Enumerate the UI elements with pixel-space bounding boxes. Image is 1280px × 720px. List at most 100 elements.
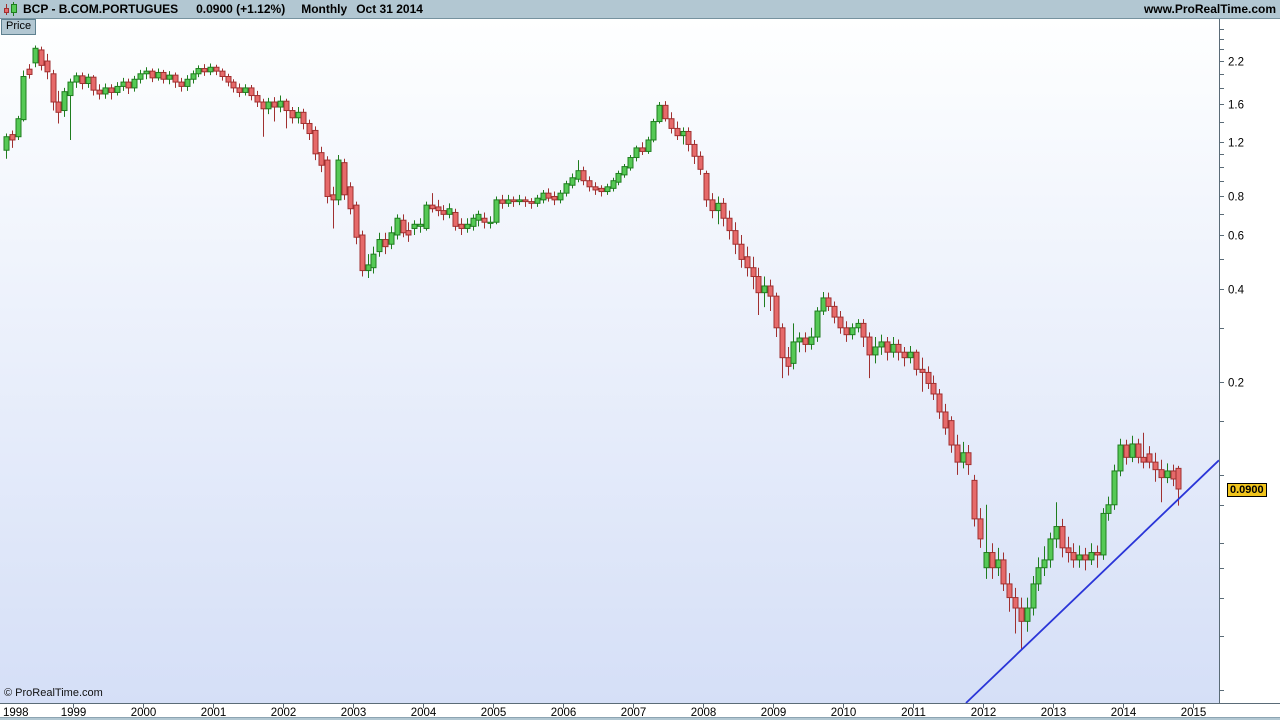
candle-body [1088, 552, 1095, 561]
candle-body [15, 118, 22, 138]
candle-body [394, 217, 401, 236]
x-year-label: 2005 [481, 707, 507, 719]
candle-body [557, 192, 564, 201]
y-tick-label: 1.2 [1228, 138, 1244, 150]
candles-layer [3, 45, 1182, 651]
candle-body [709, 199, 716, 212]
candle-body [172, 74, 179, 83]
x-year-label: 2010 [831, 707, 857, 719]
x-year-label: 2015 [1181, 707, 1207, 719]
candle-body [26, 68, 33, 75]
candle-body [300, 111, 307, 124]
candle-body [715, 202, 722, 212]
candle-body [55, 101, 62, 113]
candle-body [295, 111, 302, 119]
candle-body [860, 322, 867, 338]
candle-body [260, 101, 267, 110]
candle-body [271, 101, 278, 108]
candle-body [160, 71, 167, 80]
candle-body [633, 147, 640, 159]
candle-body [277, 100, 284, 108]
x-year-label: 2013 [1041, 707, 1067, 719]
candle-body [545, 192, 552, 199]
candle-body [954, 444, 961, 463]
candle-body [691, 143, 698, 157]
candle-body [965, 452, 972, 466]
candle-body [750, 267, 757, 278]
window-bottom-edge [0, 717, 1280, 720]
candle-body [400, 219, 407, 234]
candle-body [324, 159, 331, 197]
candle-body [971, 479, 978, 520]
candle-body [738, 243, 745, 260]
candle-body [1041, 559, 1048, 569]
candle-body [423, 204, 430, 229]
candle-body [901, 351, 908, 359]
candle-body [680, 130, 687, 137]
candle-body [697, 155, 704, 170]
candle-body [575, 170, 582, 180]
candle-body [493, 199, 500, 223]
candle-body [866, 336, 873, 356]
candle-body [365, 264, 372, 272]
candle-body [312, 129, 319, 155]
candle-body [1070, 552, 1077, 561]
candle-body [1105, 504, 1112, 514]
y-tick-label: 0.6 [1228, 231, 1244, 243]
candle-body [388, 232, 395, 245]
candle-body [143, 70, 150, 75]
timeframe-label: Monthly [301, 2, 348, 16]
y-tick-label: 0.8 [1228, 192, 1244, 204]
candle-body [1175, 467, 1182, 490]
candle-body [732, 230, 739, 245]
candle-body [79, 75, 86, 85]
trendline[interactable] [965, 459, 1220, 704]
x-year-label: 2012 [971, 707, 997, 719]
candle-body [289, 110, 296, 119]
candle-body [505, 199, 512, 204]
candle-body [662, 104, 669, 120]
x-year-label: 1998 [3, 707, 29, 719]
candle-body [120, 81, 127, 87]
x-year-label: 2001 [201, 707, 227, 719]
candle-body [1018, 607, 1025, 622]
candle-body [3, 136, 10, 151]
candle-body [306, 122, 313, 135]
candle-body [487, 221, 494, 224]
candle-body [470, 217, 477, 227]
candle-body [510, 199, 517, 203]
candle-body [604, 186, 611, 193]
candle-body [405, 230, 412, 236]
candle-body [563, 183, 570, 194]
candle-body [895, 343, 902, 353]
candle-body [1094, 552, 1101, 556]
candle-body [586, 180, 593, 188]
candle-body [236, 87, 243, 93]
candle-body [814, 310, 821, 338]
candle-body [779, 327, 786, 359]
candle-body [820, 297, 827, 312]
candle-body [149, 70, 156, 79]
candle-body [855, 322, 862, 329]
candle-body [720, 202, 727, 219]
candle-body [1170, 470, 1177, 480]
candle-body [213, 66, 220, 72]
x-year-label: 2014 [1111, 707, 1137, 719]
prorealtime-site-link[interactable]: www.ProRealTime.com [1143, 2, 1276, 16]
candle-body [621, 166, 628, 176]
candle-body [155, 71, 162, 79]
x-year-label: 2006 [551, 707, 577, 719]
tab-price[interactable]: Price [1, 19, 37, 35]
candle-body [248, 87, 255, 97]
candle-body [137, 73, 144, 80]
copyright-watermark: © ProRealTime.com [4, 687, 103, 699]
candle-body [685, 130, 692, 145]
candle-body [499, 199, 506, 204]
candle-body [598, 187, 605, 193]
y-axis-ticks: 2.2 1.6 1.2 0.8 0.6 0.4 0.2 [1220, 29, 1245, 691]
candle-body [1117, 444, 1124, 472]
candle-body [359, 234, 366, 272]
candle-body [1164, 470, 1171, 479]
